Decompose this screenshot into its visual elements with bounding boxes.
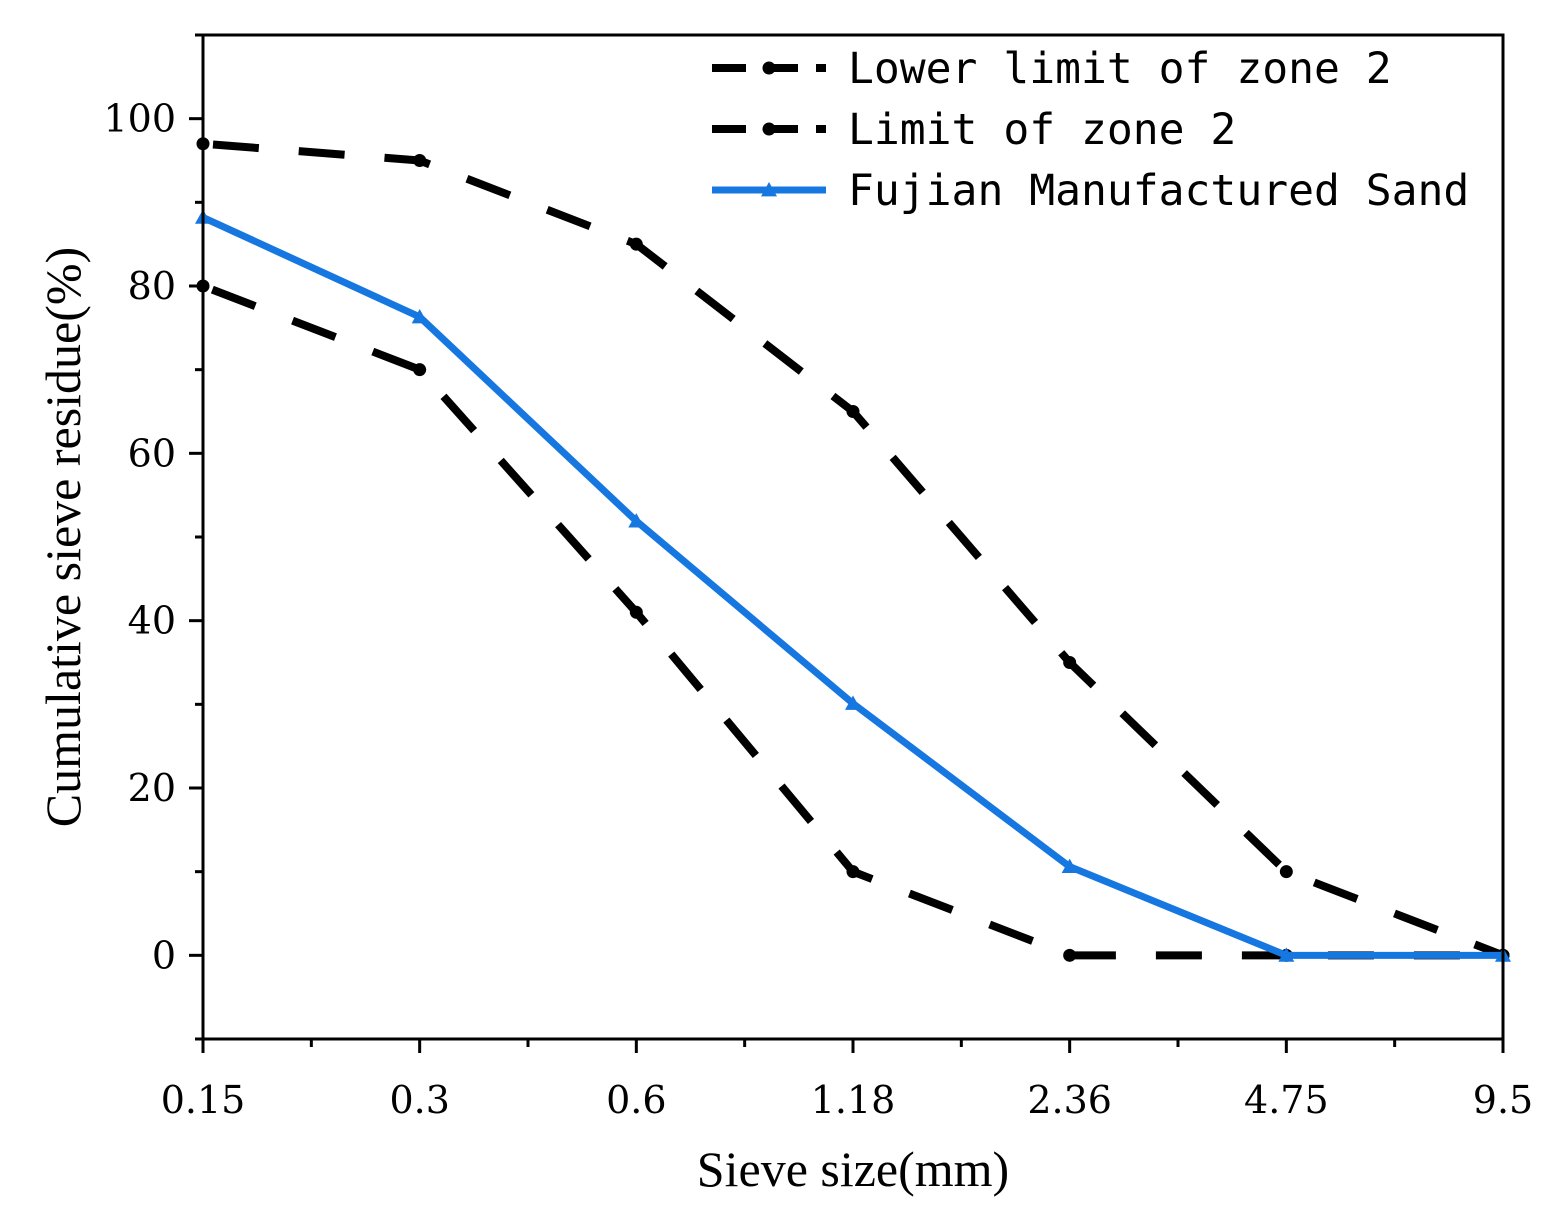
- x-tick-label: 9.5: [1473, 1078, 1533, 1122]
- data-point: [413, 154, 427, 167]
- x-tick-label: 1.18: [811, 1078, 896, 1122]
- legend-label-3: Fujian Manufactured Sand: [848, 166, 1469, 216]
- legend-marker-1: [762, 61, 776, 75]
- data-point: [411, 308, 428, 324]
- data-point: [845, 695, 861, 710]
- tick-layer: 0.15 0.3 0.6 1.18 2.36 4.75 9.5 0 20 40 60 80 100: [103, 33, 1533, 1122]
- legend-label-2: Limit of zone 2: [848, 105, 1236, 155]
- x-tick-label: 4.75: [1244, 1078, 1329, 1122]
- y-tick-label: 100: [103, 97, 176, 141]
- series-layer: [195, 137, 1511, 962]
- data-point: [1061, 858, 1078, 874]
- data-point: [846, 865, 860, 879]
- series-line: [202, 139, 1505, 960]
- y-tick-label: 20: [128, 766, 176, 810]
- legend-label-1: Lower limit of zone 2: [848, 44, 1392, 94]
- y-tick-label: 80: [128, 264, 176, 308]
- x-tick-label: 2.36: [1027, 1078, 1112, 1122]
- series-2: [196, 137, 1510, 962]
- y-tick-label: 0: [152, 933, 176, 977]
- data-point: [1063, 656, 1077, 669]
- data-point: [846, 405, 860, 418]
- legend: Lower limit of zone 2 Limit of zone 2 Fuji…: [712, 44, 1469, 216]
- y-tick-label: 60: [128, 431, 176, 475]
- data-point: [1063, 948, 1077, 962]
- series-1: [196, 279, 1510, 962]
- series-line: [201, 282, 1503, 960]
- x-tick-label: 0.6: [606, 1078, 666, 1122]
- series-line: [201, 214, 1503, 959]
- x-tick-label: 0.15: [161, 1078, 246, 1122]
- series-3: [195, 209, 1511, 962]
- data-point: [628, 513, 645, 528]
- legend-marker-3: [761, 182, 777, 197]
- data-point: [629, 605, 643, 619]
- x-axis-title: Sieve size(mm): [697, 1141, 1009, 1197]
- x-tick-label: 0.3: [389, 1078, 449, 1122]
- data-point: [413, 363, 427, 377]
- data-point: [1279, 865, 1293, 879]
- data-point: [629, 237, 643, 251]
- data-point: [1278, 947, 1295, 962]
- legend-marker-2: [762, 122, 776, 136]
- y-tick-label: 40: [128, 599, 176, 643]
- y-axis-title: Cumulative sieve residue(%): [35, 247, 91, 827]
